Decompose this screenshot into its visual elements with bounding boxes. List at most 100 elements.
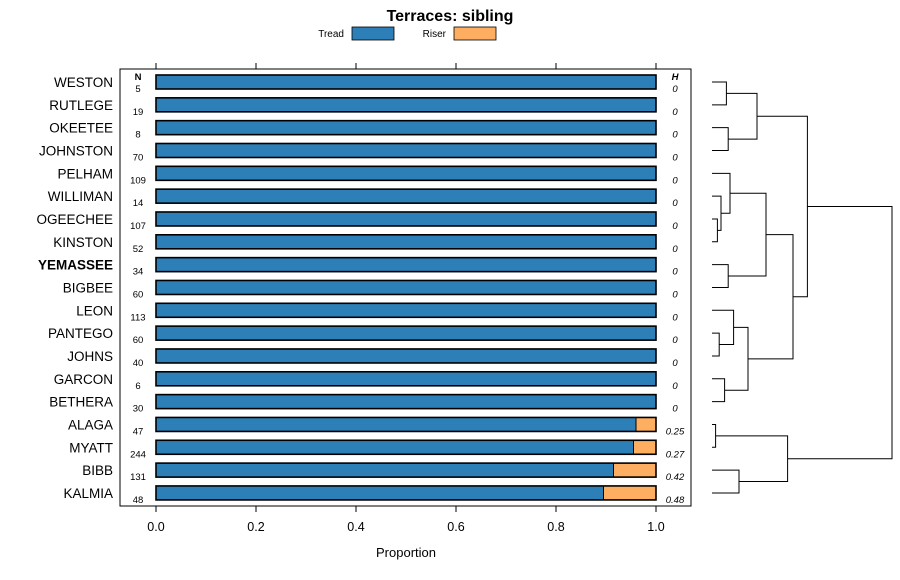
bar-outline [155,416,657,433]
x-tick-label: 0.4 [347,520,364,534]
h-value: 0.27 [666,449,685,460]
h-value: 0 [672,198,678,209]
x-tick-label: 0.6 [447,520,464,534]
bar-outline [155,256,657,273]
n-count: 5 [135,84,140,95]
x-tick-label: 0.8 [547,520,564,534]
dendrogram-link [712,378,726,403]
dendrogram-link [787,205,893,460]
bar-tread [156,97,656,112]
x-axis: 0.0 0.2 0.4 0.6 0.8 1.0 [147,63,665,534]
bar-tread [156,348,656,363]
row-label: MYATT [69,440,113,455]
row-label: GARCON [54,372,113,387]
dendrogram-link [712,264,729,288]
legend-swatch-tread [351,26,395,41]
bar-outline [155,211,657,227]
bar-tread [156,485,604,500]
dendrogram-link [724,326,749,391]
plot-panel [119,68,692,507]
row-label: JOHNSTON [39,143,113,158]
row-label: BIBB [82,463,113,478]
bar-tread [156,143,656,158]
h-value: 0 [672,130,678,141]
bar-tread [156,189,656,204]
bar-outline [155,302,657,319]
row-label: WESTON [54,75,113,90]
dendrogram-link [712,81,727,106]
dendrogram-link [712,469,740,494]
h-value: 0.48 [666,495,685,506]
bar-tread [156,440,634,455]
bar-riser [636,417,656,432]
n-column-header: N [135,72,142,83]
h-value: 0 [672,335,678,346]
n-count: 40 [133,358,144,369]
h-value: 0 [672,221,678,232]
n-count: 30 [133,404,144,415]
row-label: WILLIMAN [48,189,113,204]
n-count: 19 [133,107,144,118]
n-count: 70 [133,152,144,163]
n-count: 131 [130,472,146,483]
bar-riser [633,440,656,455]
legend-label-tread: Tread [318,29,344,40]
bar-tread [156,166,656,181]
bar-outline [155,74,657,90]
h-value: 0 [672,244,678,255]
bar-outline [155,279,657,296]
dendrogram-link [712,195,722,231]
bar-outline [155,325,657,341]
row-label: PELHAM [57,166,113,181]
n-count: 60 [133,289,144,300]
h-value: 0.42 [666,472,685,483]
bar-outline [155,165,657,182]
row-label: PANTEGO [48,326,113,341]
n-count: 107 [130,221,146,232]
dendrogram-link [712,218,718,243]
row-label: YEMASSEE [38,258,113,273]
bar-outline [155,348,657,364]
h-value: 0 [672,404,678,415]
x-tick-label: 0.2 [247,520,264,534]
row-label: BIGBEE [63,280,113,295]
bar-outline [155,119,657,136]
n-count: 6 [135,381,140,392]
h-value: 0 [672,312,678,323]
h-value: 0 [672,107,678,118]
row-label: KALMIA [63,486,113,501]
row-label: OKEETEE [49,121,113,136]
h-value: 0 [672,381,678,392]
legend-swatch-riser [453,26,497,41]
dendrogram-link [712,309,735,346]
n-count: 52 [133,244,144,255]
n-count: 47 [133,426,144,437]
bar-outline [155,97,657,113]
bar-riser [613,463,656,478]
bar-tread [156,234,656,249]
h-value: 0 [672,175,678,186]
h-value: 0 [672,84,678,95]
legend-label-riser: Riser [423,29,447,40]
h-value: 0 [672,358,678,369]
dendrogram-link [712,332,720,357]
bar-tread [156,257,656,272]
bar-outline [155,370,657,387]
row-label: KINSTON [53,235,113,250]
bar-outline [155,393,657,410]
bar-tread [156,303,656,318]
h-value: 0 [672,267,678,278]
h-column-header: H [672,72,680,83]
row-label: OGEECHEE [36,212,113,227]
x-tick-label: 1.0 [647,520,664,534]
bar-tread [156,371,656,386]
bar-tread [156,211,656,226]
bar-outline [155,462,657,478]
row-label: BETHERA [49,395,113,410]
bar-tread [156,75,656,89]
bar-outline [155,234,657,250]
dendrogram-link [715,435,789,483]
n-count: 34 [133,267,144,278]
chart-title: Terraces: sibling [387,8,514,25]
